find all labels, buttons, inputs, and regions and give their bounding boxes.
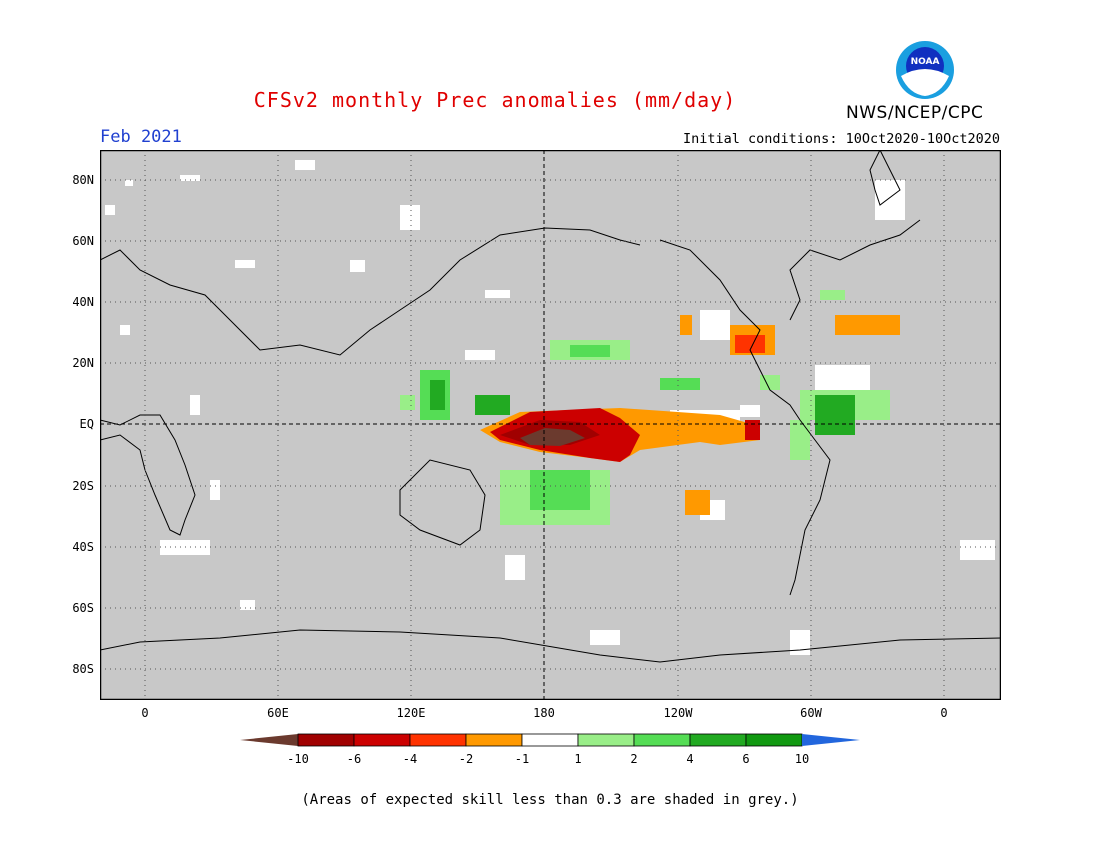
reference-lines	[100, 150, 1001, 700]
graticule	[100, 150, 1001, 700]
colorbar-tick-label: 4	[686, 752, 694, 766]
lat-label-eq: EQ	[79, 417, 94, 431]
lat-label-40n: 40N	[72, 295, 94, 309]
colorbar-tick-label: -1	[514, 752, 530, 766]
initial-conditions: Initial conditions: 10Oct2020-10Oct2020	[683, 131, 1000, 147]
colorbar-tick-label: -6	[346, 752, 362, 766]
lat-label-60s: 60S	[72, 601, 94, 615]
colorbar-tick-label: -4	[402, 752, 418, 766]
near-zero-patches	[105, 160, 995, 655]
lat-label-80n: 80N	[72, 173, 94, 187]
colorbar-box	[521, 733, 579, 747]
lat-label-20n: 20N	[72, 356, 94, 370]
lon-label-0-east: 0	[940, 706, 948, 720]
colorbar-box	[353, 733, 411, 747]
colorbar-low-arrow	[240, 734, 298, 746]
colorbar-boxes	[297, 733, 803, 747]
lat-label-60n: 60N	[72, 234, 94, 248]
lon-label-60e: 60E	[267, 706, 289, 720]
colorbar-tick-label: -10	[287, 752, 309, 766]
map-title: CFSv2 monthly Prec anomalies (mm/day)	[253, 88, 737, 112]
logo-text: NOAA	[911, 57, 940, 67]
colorbar	[240, 733, 860, 747]
colorbar-box	[409, 733, 467, 747]
lon-label-120w: 120W	[663, 706, 693, 720]
noaa-logo: NOAA	[896, 41, 954, 99]
colorbar-box	[465, 733, 523, 747]
footnote: (Areas of expected skill less than 0.3 a…	[301, 792, 799, 808]
negative-anomalies	[480, 315, 900, 515]
anomaly-map	[100, 150, 1001, 700]
positive-anomalies	[400, 290, 890, 525]
colorbar-high-arrow	[802, 734, 860, 746]
lon-label-60w: 60W	[800, 706, 822, 720]
coastlines	[100, 150, 1001, 663]
colorbar-tick-label: 10	[794, 752, 810, 766]
lat-label-20s: 20S	[72, 479, 94, 493]
colorbar-tick-label: -2	[458, 752, 474, 766]
colorbar-tick-label: 2	[630, 752, 638, 766]
lon-label-180: 180	[533, 706, 555, 720]
colorbar-tick-label: 6	[742, 752, 750, 766]
colorbar-box	[689, 733, 747, 747]
map-frame	[100, 150, 1001, 700]
colorbar-box	[745, 733, 803, 747]
colorbar-box	[633, 733, 691, 747]
lat-label-80s: 80S	[72, 662, 94, 676]
anomaly-fields	[100, 150, 1001, 700]
forecast-month: Feb 2021	[100, 127, 182, 147]
lat-label-40s: 40S	[72, 540, 94, 554]
colorbar-box	[297, 733, 355, 747]
lon-label-120e: 120E	[396, 706, 426, 720]
colorbar-box	[577, 733, 635, 747]
colorbar-tick-label: 1	[574, 752, 582, 766]
lon-label-0: 0	[141, 706, 149, 720]
agency-label: NWS/NCEP/CPC	[846, 103, 984, 123]
